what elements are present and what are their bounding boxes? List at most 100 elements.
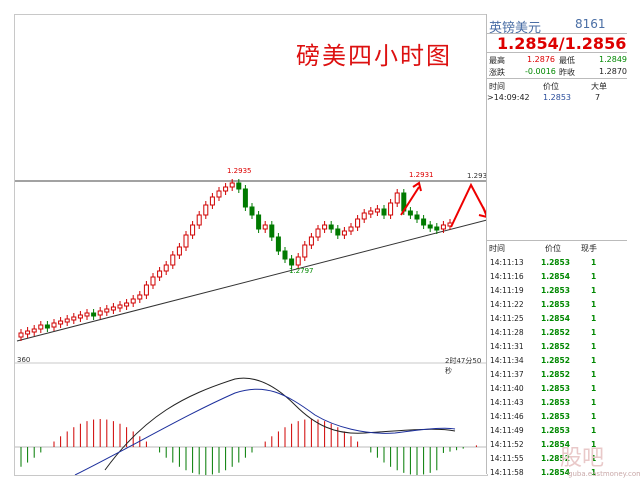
candle-body	[163, 264, 169, 272]
trade-price: 1.2854	[541, 468, 570, 477]
candle-body	[308, 236, 314, 246]
trade-row: 14:11:46 1.2853 1	[487, 410, 627, 424]
trade-qty: 1	[591, 384, 597, 393]
trade-qty: 1	[591, 300, 597, 309]
candle-body	[315, 228, 321, 238]
big-trade-qty: 7	[595, 93, 601, 102]
candle-body	[18, 332, 24, 338]
trade-price: 1.2854	[541, 272, 570, 281]
candle-body	[328, 224, 334, 230]
trade-qty: 1	[591, 412, 597, 421]
trade-header-qty: 现手	[581, 244, 597, 253]
big-header-time: 时间	[489, 82, 505, 91]
candle-body	[374, 208, 380, 213]
trade-time: 14:11:28	[490, 328, 524, 337]
watermark-logo: 股吧	[560, 446, 605, 471]
candle-body	[58, 320, 64, 325]
big-trade-time: >14:09:42	[487, 93, 530, 102]
candle-body	[275, 236, 281, 252]
trade-price: 1.2853	[541, 398, 570, 407]
candle-body	[341, 230, 347, 236]
divider	[487, 240, 627, 241]
candle-body	[407, 210, 413, 216]
candle-body	[262, 224, 268, 230]
candle-body	[427, 224, 433, 229]
trade-time: 14:11:58	[490, 468, 524, 477]
trade-row: 14:11:31 1.2852 1	[487, 340, 627, 354]
macd-dea-line	[74, 388, 456, 476]
candle-body	[242, 188, 248, 208]
trade-time: 14:11:55	[490, 454, 524, 463]
instrument-code: 8161	[575, 17, 606, 31]
candle-body	[203, 204, 209, 216]
trade-row: 14:11:16 1.2854 1	[487, 270, 627, 284]
trade-qty: 1	[591, 468, 597, 477]
support-trendline	[16, 219, 488, 342]
candle-body	[117, 304, 123, 309]
candle-body	[236, 182, 242, 190]
trade-time: 14:11:19	[490, 286, 524, 295]
low-label: 最低	[559, 56, 575, 65]
trade-row: 14:11:28 1.2852 1	[487, 326, 627, 340]
price-label-high2: 1.2931	[409, 171, 434, 179]
candle-body	[176, 246, 182, 256]
prev-label: 昨收	[559, 68, 575, 77]
trade-header-price: 价位	[545, 244, 561, 253]
candle-body	[38, 324, 44, 330]
high-value: 1.2876	[527, 55, 555, 64]
candle-body	[110, 306, 116, 311]
candle-body	[434, 226, 440, 231]
candle-body	[381, 208, 387, 216]
trade-qty: 1	[591, 314, 597, 323]
trade-qty: 1	[591, 426, 597, 435]
candle-body	[77, 314, 83, 319]
candle-body	[71, 316, 77, 321]
candle-body	[295, 256, 301, 266]
trade-row: 14:11:52 1.2854 1	[487, 438, 627, 452]
arrow-head-1	[412, 181, 422, 192]
candle-body	[150, 276, 156, 286]
candle-body	[209, 196, 215, 206]
big-header-price: 价位	[543, 82, 559, 91]
trade-price: 1.2853	[541, 412, 570, 421]
candle-body	[282, 250, 288, 260]
trade-price: 1.2852	[541, 342, 570, 351]
trade-qty: 1	[591, 272, 597, 281]
trade-row: 14:11:13 1.2853 1	[487, 256, 627, 270]
change-label: 涨跌	[489, 68, 505, 77]
candle-body	[25, 330, 31, 335]
candle-body	[31, 328, 37, 333]
candle-body	[51, 322, 57, 328]
price-label-resistance: 1.2930	[467, 172, 492, 180]
countdown-label: 2时47分50秒	[445, 357, 482, 375]
trade-time: 14:11:25	[490, 314, 524, 323]
trade-price: 1.2854	[541, 440, 570, 449]
candle-body	[170, 254, 176, 266]
candle-body	[256, 214, 262, 230]
trade-price: 1.2853	[541, 300, 570, 309]
trade-qty: 1	[591, 356, 597, 365]
trade-qty: 1	[591, 342, 597, 351]
divider	[487, 33, 627, 34]
candle-body	[348, 226, 354, 232]
trade-row: 14:11:19 1.2853 1	[487, 284, 627, 298]
projection-arrow	[450, 182, 488, 228]
trade-row: 14:11:55 1.2852 1	[487, 452, 627, 466]
trade-row: 14:11:43 1.2853 1	[487, 396, 627, 410]
candle-body	[104, 308, 110, 313]
candlestick-chart[interactable]: 1.2935 1.2931 1.2930 1.2797 360 2时47分50秒	[14, 14, 492, 476]
trade-price: 1.2853	[541, 426, 570, 435]
candle-body	[124, 302, 130, 307]
candle-body	[137, 294, 143, 300]
trade-row: 14:11:49 1.2853 1	[487, 424, 627, 438]
trade-row: 14:11:25 1.2854 1	[487, 312, 627, 326]
candle-body	[190, 224, 196, 236]
trade-price: 1.2853	[541, 286, 570, 295]
trade-time: 14:11:34	[490, 356, 524, 365]
candle-body	[414, 214, 420, 220]
divider	[487, 52, 627, 53]
trade-price: 1.2853	[541, 258, 570, 267]
trade-time: 14:11:37	[490, 370, 524, 379]
candle-body	[302, 244, 308, 258]
